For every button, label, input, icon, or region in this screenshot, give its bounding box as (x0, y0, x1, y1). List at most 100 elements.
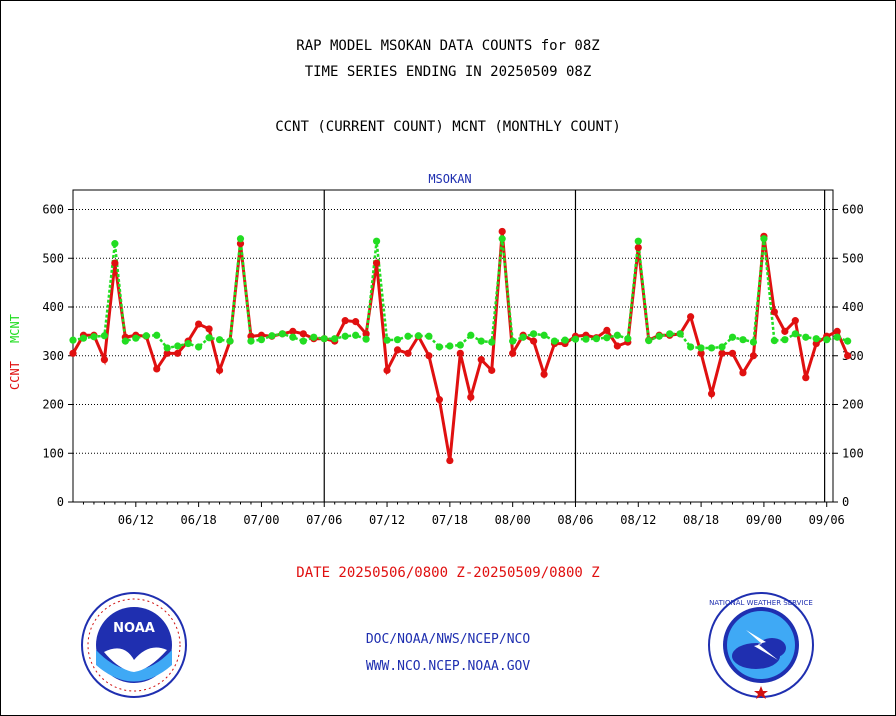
mcnt-point (236, 235, 245, 243)
ccnt-point (215, 366, 224, 374)
ccnt-point (509, 349, 517, 357)
mcnt-point (278, 330, 286, 338)
ccnt-point (530, 337, 538, 345)
ccnt-point (372, 259, 381, 267)
mcnt-point (645, 337, 653, 345)
mcnt-point (142, 332, 150, 340)
mcnt-point (739, 336, 747, 344)
mcnt-point (331, 335, 339, 343)
mcnt-point (770, 337, 778, 345)
y-tick-label-left: 200 (42, 398, 64, 412)
x-tick-label: 08/00 (495, 513, 531, 527)
mcnt-point (425, 332, 433, 340)
mcnt-point (634, 237, 642, 245)
mcnt-point (268, 332, 276, 340)
mcnt-point (833, 333, 841, 341)
nws-logo-text: NATIONAL WEATHER SERVICE (709, 599, 813, 607)
ccnt-point (341, 317, 349, 325)
x-tick-label: 06/12 (118, 513, 154, 527)
mcnt-point (519, 333, 527, 341)
ccnt-point (687, 313, 695, 321)
x-tick-label: 08/18 (683, 513, 719, 527)
plot-frame (72, 189, 834, 503)
ccnt-point (802, 374, 810, 382)
chart-title-line1: RAP MODEL MSOKAN DATA COUNTS for 08Z (296, 38, 600, 54)
x-tick-label: 09/06 (809, 513, 845, 527)
mcnt-point (435, 343, 443, 351)
y-tick-label-left: 400 (42, 300, 64, 314)
doc-link[interactable]: DOC/NOAA/NWS/NCEP/NCO (365, 632, 531, 647)
ccnt-point (770, 308, 778, 316)
ccnt-point (111, 259, 119, 267)
mcnt-point (69, 336, 77, 344)
ccnt-point (613, 342, 621, 350)
mcnt-point (132, 334, 140, 342)
mcnt-point (760, 235, 768, 243)
mcnt-point (467, 331, 475, 339)
ccnt-point (634, 243, 642, 252)
mcnt-point (195, 343, 203, 351)
ccnt-point (603, 326, 611, 334)
y-tick-label-left: 100 (42, 446, 64, 460)
mcnt-point (728, 333, 737, 341)
mcnt-point (687, 343, 695, 351)
x-tick-label: 08/06 (557, 513, 593, 527)
mcnt-point (215, 336, 224, 344)
mcnt-point (310, 333, 318, 341)
y-tick-label-right: 500 (842, 251, 864, 265)
mcnt-point (624, 335, 632, 343)
y-axis-label-ccnt: CCNT (8, 361, 22, 390)
mcnt-point (477, 337, 485, 345)
ccnt-point (393, 346, 402, 354)
mcnt-point (111, 240, 119, 248)
mcnt-point (362, 335, 370, 343)
chart-title-line2: TIME SERIES ENDING IN 20250509 08Z (304, 64, 592, 80)
x-tick-label: 07/18 (432, 513, 468, 527)
y-tick-label-right: 600 (842, 203, 864, 217)
mcnt-point (823, 336, 831, 344)
noaa-logo-icon: NOAA (81, 592, 187, 698)
mcnt-point (582, 335, 590, 343)
ccnt-point (844, 352, 852, 360)
ccnt-point (174, 349, 182, 357)
ccnt-point (739, 369, 747, 377)
date-range-label: DATE 20250506/0800 Z-20250509/0800 Z (296, 565, 600, 581)
website-link[interactable]: WWW.NCO.NCEP.NOAA.GOV (365, 659, 531, 674)
mcnt-point (341, 332, 349, 340)
x-tick-label: 07/12 (369, 513, 405, 527)
y-axis-label: CCNT MCNT (8, 314, 22, 390)
mcnt-point (613, 331, 621, 339)
mcnt-point (697, 344, 705, 352)
mcnt-point (718, 343, 726, 351)
mcnt-point (666, 330, 674, 338)
ccnt-point (195, 320, 203, 328)
ccnt-point (425, 352, 433, 360)
mcnt-point (121, 337, 129, 345)
mcnt-point (781, 336, 789, 344)
mcnt-point (791, 330, 799, 338)
ccnt-point (404, 349, 412, 357)
mcnt-point (90, 333, 98, 341)
mcnt-point (79, 334, 88, 342)
y-tick-label-left: 300 (42, 349, 64, 363)
y-tick-label-right: 100 (842, 446, 864, 460)
mcnt-point (174, 342, 182, 350)
ccnt-point (498, 227, 506, 236)
ccnt-point (833, 327, 841, 335)
ccnt-point (540, 370, 548, 378)
mcnt-point (676, 330, 684, 338)
mcnt-point (372, 237, 381, 245)
ccnt-point (383, 366, 391, 374)
mcnt-point (540, 331, 548, 339)
mcnt-point (299, 337, 307, 345)
y-tick-label-left: 500 (42, 251, 64, 265)
ccnt-point (781, 327, 789, 335)
ccnt-point (69, 349, 77, 357)
ccnt-point (352, 318, 360, 326)
y-tick-label-right: 0 (842, 495, 849, 509)
mcnt-point (205, 334, 213, 342)
mcnt-point (655, 332, 663, 340)
mcnt-point (488, 338, 496, 346)
mcnt-point (509, 337, 517, 345)
